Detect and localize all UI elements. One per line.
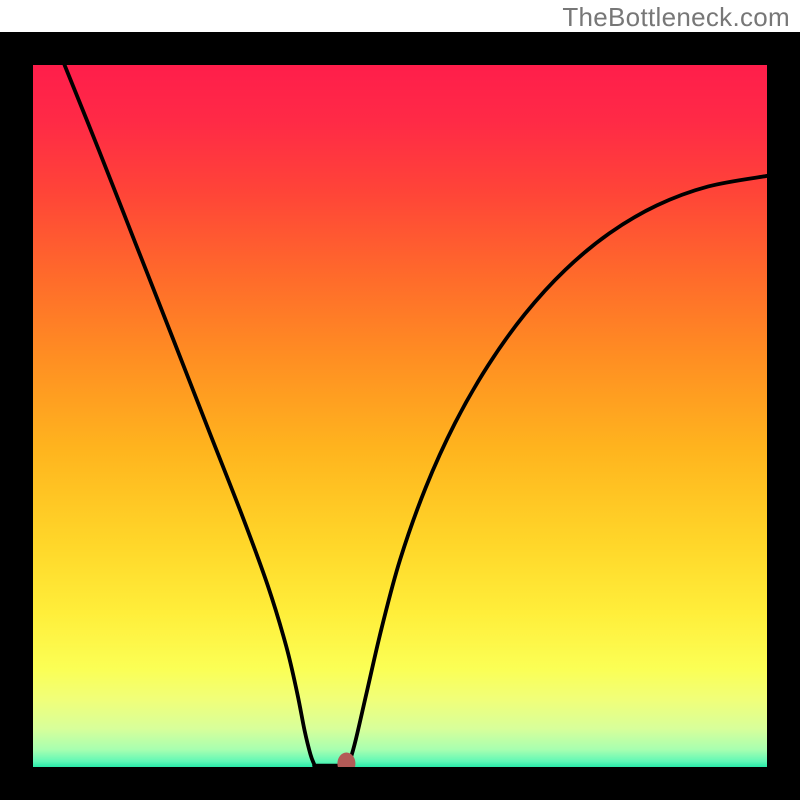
bottleneck-chart: TheBottleneck.com [0,0,800,800]
gradient-background [33,65,767,767]
frame-left [0,32,33,800]
frame-bottom [0,767,800,800]
plot-area [33,65,767,767]
frame-top [0,32,800,65]
watermark-text: TheBottleneck.com [562,2,790,33]
frame-right [767,32,800,800]
